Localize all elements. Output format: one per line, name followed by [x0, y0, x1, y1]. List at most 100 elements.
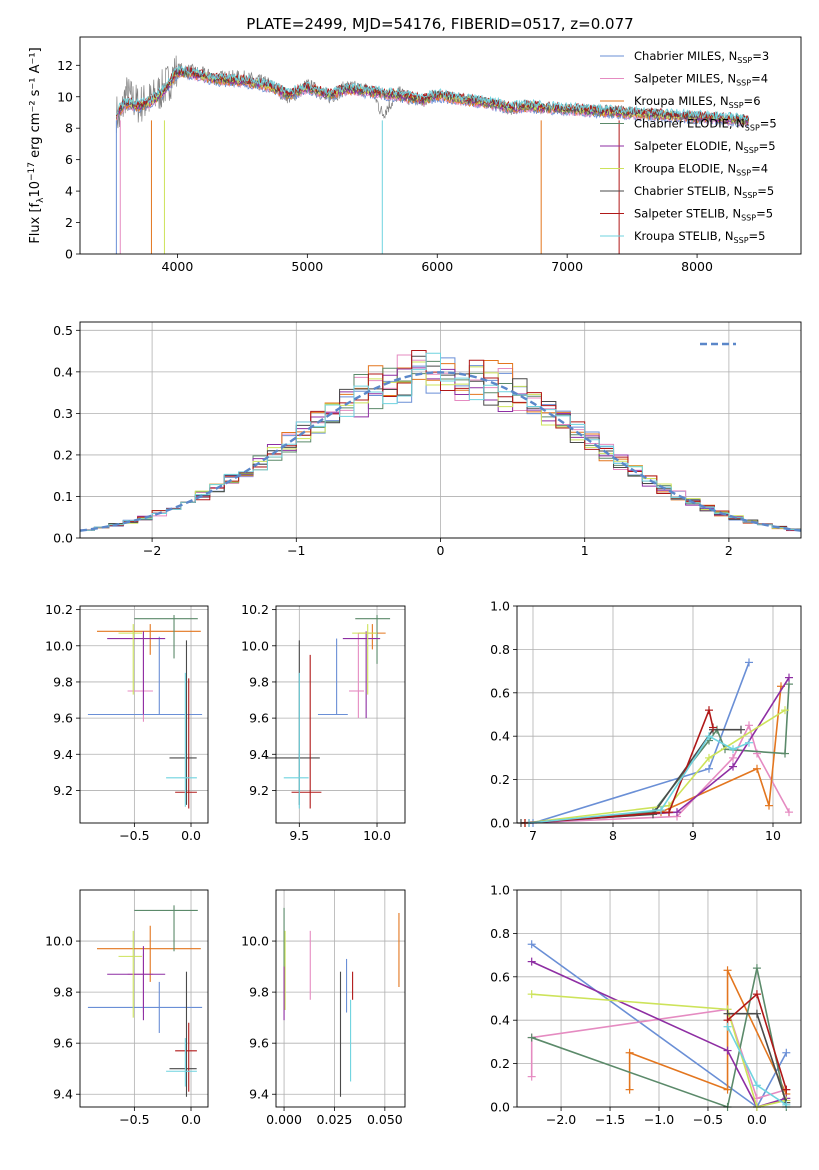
legend-series-name: Chabrier MILES	[634, 49, 721, 63]
y-tick-label: 0.1	[53, 489, 73, 504]
y-tick-label: 9.6	[249, 1036, 269, 1051]
x-tick-label: −1.5	[595, 1112, 625, 1127]
legend-nssp-eq: =	[759, 139, 769, 153]
x-tick-label: 0.0	[181, 1112, 201, 1127]
x-tick-label: 7	[529, 828, 537, 843]
panel-massweight_vs_age: 7 8 9 10 0.0 0.2 0.4 0.6 0.8 1.0	[490, 599, 802, 843]
y-tick-label: 10.0	[45, 934, 73, 949]
y-tick-label: 1.0	[490, 883, 510, 898]
legend-nssp-sub: SSP	[742, 191, 757, 200]
legend-label-2: Kroupa MILES, NSSP=6	[634, 94, 761, 110]
panel-massweight_vs_Z: −2.0 −1.5 −1.0 −0.5 0.0 0.0 0.2 0.4 0.6 0.8 1.0	[490, 883, 802, 1127]
axes-frame	[79, 36, 802, 255]
y-tick-label: 0.6	[490, 969, 510, 984]
legend-nssp-value: 5	[768, 139, 775, 153]
y-tick-label: 6	[65, 152, 73, 167]
legend-nssp-prefix: , N	[729, 117, 745, 131]
legend-nssp-sub: SSP	[745, 124, 760, 133]
y-tick-label: 9.4	[249, 747, 269, 762]
legend-nssp-value: 5	[767, 184, 774, 198]
mass-weight-line-6	[520, 728, 741, 824]
legend-series-name: Chabrier STELIB	[634, 184, 726, 198]
legend-series-name: Kroupa STELIB	[634, 229, 718, 243]
y-tick-label: 9.4	[53, 747, 73, 762]
y-tick-label: 10.2	[241, 602, 269, 617]
legend-label-4: Salpeter ELODIE, NSSP=5	[634, 139, 776, 155]
y-tick-label: 0.3	[53, 406, 73, 421]
y-tick-label: 0.6	[490, 685, 510, 700]
panel-mass_vs_Z: −0.5 0.0 9.4 9.6 9.8 10.0	[45, 889, 209, 1127]
x-tick-label: 6000	[421, 259, 453, 274]
x-tick-label: 0.050	[367, 1112, 403, 1127]
mass-weight-line-2	[524, 686, 782, 824]
y-tick-label: 0	[65, 247, 73, 262]
legend-nssp-eq: =	[756, 207, 766, 221]
axes-frame	[79, 605, 209, 824]
y-tick-label: 1.0	[490, 599, 510, 614]
y-tick-label: 0.8	[490, 926, 510, 941]
x-tick-label: −0.5	[119, 1112, 149, 1127]
y-tick-label: 9.4	[53, 1087, 73, 1102]
legend-series-name: Salpeter MILES	[634, 72, 720, 86]
y-axis-label-part: 10	[28, 181, 43, 198]
legend-nssp-prefix: , N	[721, 49, 737, 63]
axes-frame	[275, 889, 406, 1108]
legend-nssp-sub: SSP	[736, 169, 751, 178]
legend-series-name: Kroupa MILES	[634, 94, 713, 108]
mass-weight-line-5	[531, 993, 787, 1108]
x-tick-label: 9	[689, 828, 697, 843]
x-tick-label: 2	[725, 543, 733, 558]
y-tick-label: 9.2	[249, 783, 269, 798]
y-axis-label: Flux [fλ10−17 erg cm⁻² s⁻¹ A⁻¹]	[27, 47, 46, 243]
legend-label-6: Chabrier STELIB, NSSP=5	[634, 184, 774, 200]
y-tick-label: 0.0	[490, 1100, 510, 1115]
y-tick-label: 0.0	[53, 531, 73, 546]
legend-nssp-sub: SSP	[737, 56, 752, 65]
legend-nssp-eq: =	[752, 49, 762, 63]
y-tick-label: 0.2	[53, 447, 73, 462]
legend-label-7: Salpeter STELIB, NSSP=5	[634, 207, 773, 223]
y-tick-label: 0.8	[490, 642, 510, 657]
y-tick-label: 9.4	[249, 1087, 269, 1102]
x-tick-label: −0.5	[693, 1112, 723, 1127]
panel-residual_hist: −2 −1 0 1 2 0.0 0.1 0.2 0.3 0.4 0.5	[53, 321, 802, 558]
legend-label-5: Kroupa ELODIE, NSSP=4	[634, 162, 768, 178]
y-tick-label: 9.8	[53, 985, 73, 1000]
legend-nssp-prefix: , N	[720, 72, 736, 86]
legend-nssp-sub: SSP	[736, 79, 751, 88]
axes-frame	[79, 321, 802, 539]
y-axis-label-part: Flux [f	[28, 202, 43, 243]
x-tick-label: 10.0	[363, 828, 391, 843]
legend-nssp-value: 4	[761, 72, 768, 86]
x-tick-label: 1	[581, 543, 589, 558]
y-tick-label: 10.0	[241, 638, 269, 653]
y-tick-label: 4	[65, 184, 73, 199]
panel-age_vs_Z: −0.5 0.0 9.2 9.4 9.6 9.8 10.0 10.2	[45, 602, 209, 843]
y-tick-label: 10	[57, 89, 73, 104]
hist-plot	[80, 349, 801, 533]
legend-nssp-eq: =	[751, 72, 761, 86]
y-tick-label: 2	[65, 215, 73, 230]
legend-label-1: Salpeter MILES, NSSP=4	[634, 72, 768, 88]
axes-frame	[516, 605, 802, 824]
y-tick-label: 9.6	[249, 711, 269, 726]
legend-nssp-value: 5	[766, 207, 773, 221]
x-tick-label: 0.025	[317, 1112, 353, 1127]
y-tick-label: 0.2	[490, 1056, 510, 1071]
normal-reference-curve	[80, 371, 801, 532]
x-tick-label: 0.000	[266, 1112, 302, 1127]
model-line-8	[116, 64, 749, 122]
x-tick-label: 7000	[551, 259, 583, 274]
x-tick-label: −1.0	[644, 1112, 674, 1127]
mass-weight-line-1	[524, 723, 790, 824]
legend-nssp-eq: =	[751, 162, 761, 176]
x-tick-label: 0.0	[747, 1112, 767, 1127]
legend-series-name: Salpeter STELIB	[634, 207, 725, 221]
legend-series-name: Chabrier ELODIE	[634, 117, 729, 131]
y-tick-label: 0.0	[490, 816, 510, 831]
legend-nssp-eq: =	[760, 117, 770, 131]
legend-label-8: Kroupa STELIB, NSSP=5	[634, 229, 766, 245]
legend-nssp-prefix: , N	[713, 94, 729, 108]
legend-nssp-value: 6	[753, 94, 760, 108]
